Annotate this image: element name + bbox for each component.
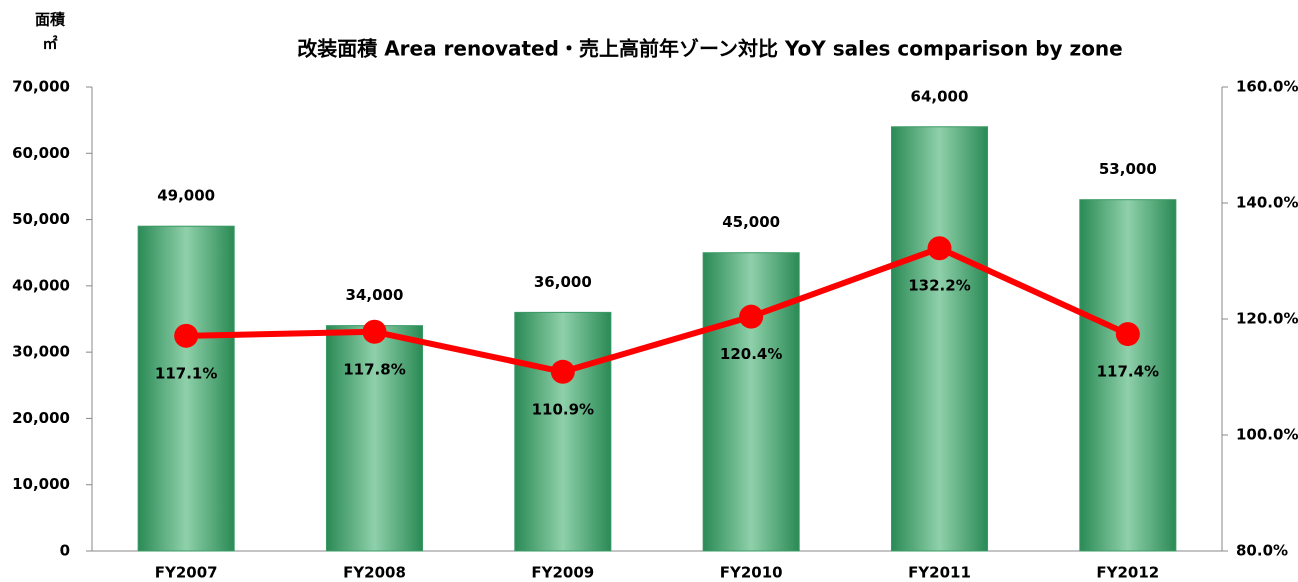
line-value-label: 117.8% xyxy=(343,360,405,378)
y2-tick-label: 80.0% xyxy=(1236,542,1288,560)
y2-tick-label: 140.0% xyxy=(1236,194,1298,212)
x-tick-label: FY2008 xyxy=(343,564,406,582)
line-value-label: 117.1% xyxy=(155,364,217,382)
x-tick-label: FY2010 xyxy=(720,564,783,582)
bar xyxy=(890,126,989,552)
bar-value-label: 64,000 xyxy=(911,87,969,105)
y2-tick-label: 160.0% xyxy=(1236,78,1298,96)
y-tick-label: 60,000 xyxy=(12,144,70,162)
x-tick-label: FY2012 xyxy=(1096,564,1159,582)
y2-tick-label: 100.0% xyxy=(1236,426,1298,444)
x-tick-label: FY2009 xyxy=(531,564,594,582)
line-marker xyxy=(927,236,952,261)
y-tick-label: 0 xyxy=(60,542,70,560)
line-marker xyxy=(362,319,387,344)
line-value-label: 110.9% xyxy=(532,400,594,418)
bar xyxy=(514,311,612,552)
y-tick-label: 10,000 xyxy=(12,475,70,493)
line-value-label: 132.2% xyxy=(908,277,970,295)
y2-tick-label: 120.0% xyxy=(1236,310,1298,328)
bar-value-label: 49,000 xyxy=(157,187,215,205)
line-marker xyxy=(550,359,575,384)
y-tick-label: 30,000 xyxy=(12,343,70,361)
bar xyxy=(1079,199,1177,552)
y-axis-label: 面積 xyxy=(35,11,66,29)
bar-value-label: 45,000 xyxy=(722,213,780,231)
line xyxy=(186,245,1130,375)
line-value-label: 117.4% xyxy=(1097,363,1159,381)
bar-value-label: 34,000 xyxy=(346,286,404,304)
bar xyxy=(137,225,235,552)
line-marker xyxy=(174,323,199,348)
bar xyxy=(702,252,800,552)
y-tick-label: 40,000 xyxy=(12,276,70,294)
line-marker xyxy=(739,304,764,329)
y-axis-unit: ㎡ xyxy=(42,35,57,53)
x-tick-label: FY2011 xyxy=(908,564,971,582)
line-marker xyxy=(1115,322,1140,347)
x-tick-label: FY2007 xyxy=(155,564,218,582)
line-value-label: 120.4% xyxy=(720,345,782,363)
bar-value-label: 36,000 xyxy=(534,273,592,291)
bar-value-label: 53,000 xyxy=(1099,160,1157,178)
y-tick-label: 70,000 xyxy=(12,78,70,96)
y-tick-label: 50,000 xyxy=(12,210,70,228)
bar xyxy=(325,325,424,552)
chart-title: 改装面積 Area renovated・売上高前年ゾーン対比 YoY sales… xyxy=(297,37,1123,61)
y-tick-label: 20,000 xyxy=(12,409,70,427)
